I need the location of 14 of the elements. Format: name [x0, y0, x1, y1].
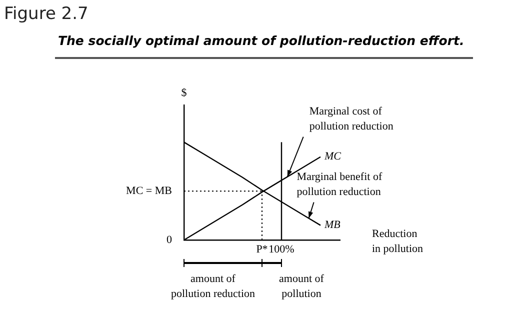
x-axis-title: Reduction in pollution — [372, 228, 424, 255]
x-tick-label: 100% — [268, 243, 294, 256]
series-label: MC — [324, 150, 342, 163]
series-label: MB — [324, 219, 341, 232]
annotation: Marginal benefit of pollution reduction — [296, 171, 382, 198]
caption: Figure 2.7 — [4, 4, 88, 24]
text: amount of pollution — [279, 272, 324, 300]
chart-title: The socially optimal amount of pollution-reduction effort. — [58, 33, 464, 48]
x-tick-label: P* — [256, 243, 268, 256]
text: amount of pollution reduction — [170, 272, 256, 300]
ref-line-label: MC = MB — [126, 184, 172, 197]
text: 0 — [166, 234, 172, 246]
y-axis-title: $ — [181, 86, 188, 99]
text: Marginal cost of pollution reduction — [309, 106, 394, 133]
